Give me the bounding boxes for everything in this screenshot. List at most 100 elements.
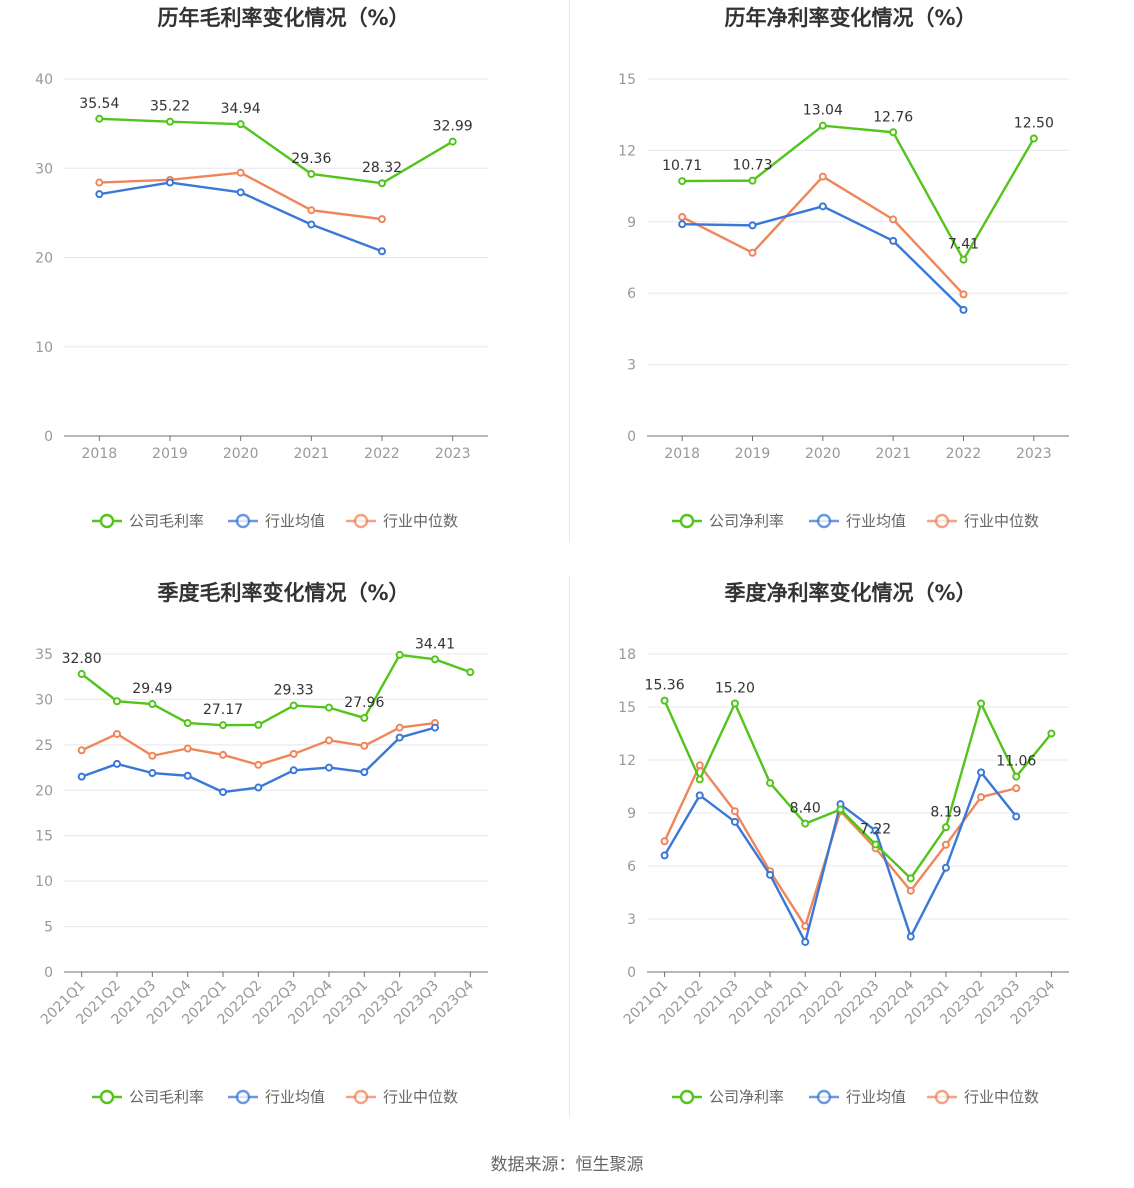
data-point-company[interactable] xyxy=(977,699,986,708)
data-point-company[interactable] xyxy=(113,697,121,706)
data-point-avg[interactable] xyxy=(871,826,880,835)
data-point-median[interactable] xyxy=(219,750,227,759)
data-point-company[interactable] xyxy=(801,819,810,828)
data-point-company[interactable] xyxy=(431,655,439,664)
data-point-company[interactable] xyxy=(395,650,404,659)
legend-item-avg[interactable]: 行业均值 xyxy=(228,512,325,530)
data-point-avg[interactable] xyxy=(360,768,369,777)
data-point-avg[interactable] xyxy=(1012,812,1021,821)
data-point-avg[interactable] xyxy=(254,783,263,792)
data-point-company[interactable] xyxy=(219,721,227,730)
data-point-median[interactable] xyxy=(77,746,86,755)
data-point-median[interactable] xyxy=(977,793,986,802)
data-point-avg[interactable] xyxy=(766,870,775,879)
legend-item-company[interactable]: 公司毛利率 xyxy=(92,1088,204,1106)
data-point-median[interactable] xyxy=(748,248,757,257)
data-point-median[interactable] xyxy=(289,749,298,758)
data-point-median[interactable] xyxy=(378,215,386,224)
data-point-avg[interactable] xyxy=(431,723,439,732)
data-point-avg[interactable] xyxy=(678,220,687,229)
data-point-median[interactable] xyxy=(236,168,245,177)
legend-item-company[interactable]: 公司净利率 xyxy=(672,1088,784,1106)
legend-item-avg[interactable]: 行业均值 xyxy=(809,1088,906,1106)
data-point-avg[interactable] xyxy=(695,791,704,800)
data-point-company[interactable] xyxy=(325,703,333,712)
data-point-avg[interactable] xyxy=(977,768,986,777)
data-point-company[interactable] xyxy=(730,699,739,708)
data-point-company[interactable] xyxy=(183,719,192,728)
legend-item-avg[interactable]: 行业均值 xyxy=(809,512,906,530)
data-point-company[interactable] xyxy=(889,128,898,137)
data-point-company[interactable] xyxy=(77,669,86,678)
legend-item-median[interactable]: 行业中位数 xyxy=(927,1088,1039,1106)
data-point-median[interactable] xyxy=(113,729,121,738)
data-point-company[interactable] xyxy=(95,114,104,123)
data-point-median[interactable] xyxy=(730,807,739,816)
data-point-median[interactable] xyxy=(1012,784,1021,793)
data-point-avg[interactable] xyxy=(801,937,810,946)
data-point-company[interactable] xyxy=(1012,772,1021,781)
data-point-company[interactable] xyxy=(1029,134,1038,143)
data-point-company[interactable] xyxy=(836,805,845,814)
data-point-avg[interactable] xyxy=(113,759,121,768)
data-point-median[interactable] xyxy=(959,290,968,299)
data-point-avg[interactable] xyxy=(959,305,968,314)
data-point-avg[interactable] xyxy=(748,221,757,230)
data-point-median[interactable] xyxy=(307,206,316,215)
legend-item-company[interactable]: 公司毛利率 xyxy=(92,512,204,530)
data-point-company[interactable] xyxy=(466,668,475,677)
legend-item-median[interactable]: 行业中位数 xyxy=(927,512,1039,530)
data-point-median[interactable] xyxy=(360,741,369,750)
legend-item-avg[interactable]: 行业均值 xyxy=(228,1088,325,1106)
data-point-median[interactable] xyxy=(660,837,669,846)
data-point-company[interactable] xyxy=(307,169,316,178)
data-point-company[interactable] xyxy=(254,720,263,729)
data-point-median[interactable] xyxy=(254,760,263,769)
data-point-median[interactable] xyxy=(941,840,950,849)
data-point-company[interactable] xyxy=(289,701,298,710)
data-point-avg[interactable] xyxy=(95,190,104,199)
data-point-avg[interactable] xyxy=(906,932,915,941)
data-point-avg[interactable] xyxy=(307,220,316,229)
legend-item-company[interactable]: 公司净利率 xyxy=(672,512,784,530)
data-point-avg[interactable] xyxy=(183,771,192,780)
data-point-company[interactable] xyxy=(448,137,457,146)
data-point-avg[interactable] xyxy=(378,247,386,256)
data-point-company[interactable] xyxy=(941,823,950,832)
data-point-median[interactable] xyxy=(818,172,827,181)
data-point-median[interactable] xyxy=(325,736,333,745)
data-point-company[interactable] xyxy=(871,840,880,849)
data-point-median[interactable] xyxy=(695,761,704,770)
data-point-avg[interactable] xyxy=(941,863,950,872)
legend-item-median[interactable]: 行业中位数 xyxy=(346,1088,458,1106)
legend-item-median[interactable]: 行业中位数 xyxy=(346,512,458,530)
data-point-company[interactable] xyxy=(678,177,687,186)
data-point-avg[interactable] xyxy=(236,188,245,197)
data-point-avg[interactable] xyxy=(77,772,86,781)
data-point-company[interactable] xyxy=(236,120,245,129)
data-point-company[interactable] xyxy=(959,255,968,264)
data-point-avg[interactable] xyxy=(148,769,157,778)
data-point-company[interactable] xyxy=(906,874,915,883)
data-point-company[interactable] xyxy=(148,700,157,709)
data-point-company[interactable] xyxy=(766,778,775,787)
data-point-company[interactable] xyxy=(818,121,827,130)
data-point-median[interactable] xyxy=(395,723,404,732)
data-point-company[interactable] xyxy=(360,713,369,722)
data-point-company[interactable] xyxy=(660,696,669,705)
data-point-company[interactable] xyxy=(378,179,386,188)
data-point-avg[interactable] xyxy=(889,236,898,245)
data-point-avg[interactable] xyxy=(166,178,174,187)
data-point-avg[interactable] xyxy=(395,733,404,742)
data-point-avg[interactable] xyxy=(730,817,739,826)
data-point-median[interactable] xyxy=(801,922,810,931)
data-point-company[interactable] xyxy=(748,176,757,185)
data-point-median[interactable] xyxy=(678,213,687,222)
data-point-median[interactable] xyxy=(148,751,157,760)
data-point-median[interactable] xyxy=(95,178,104,187)
data-point-median[interactable] xyxy=(183,744,192,753)
data-point-avg[interactable] xyxy=(660,851,669,860)
data-point-avg[interactable] xyxy=(219,788,227,797)
data-point-median[interactable] xyxy=(889,215,898,224)
data-point-avg[interactable] xyxy=(325,763,333,772)
